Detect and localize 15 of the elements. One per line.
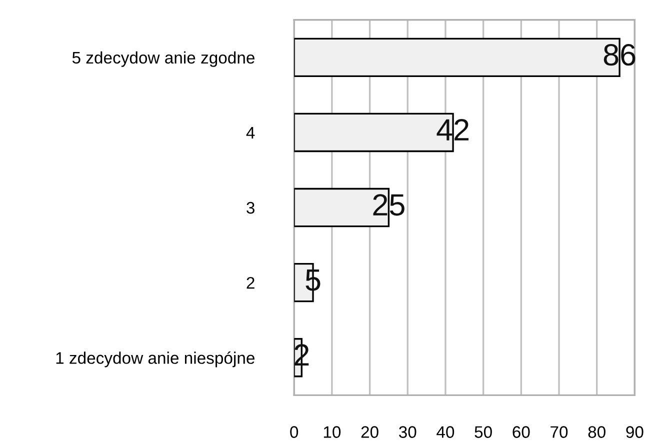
x-tick-label: 90	[626, 426, 644, 438]
x-tick-label: 70	[550, 426, 568, 438]
x-tick-label: 0	[290, 426, 298, 438]
y-tick-label: 1 zdecydow anie niespójne	[56, 351, 254, 368]
x-tick-label: 20	[361, 426, 378, 438]
x-tick-label: 60	[512, 426, 530, 438]
x-tick-label: 80	[588, 426, 606, 438]
y-tick-label: 5 zdecydow anie zgodne	[72, 51, 254, 67]
x-tick-label: 40	[436, 426, 454, 438]
x-tick-label: 10	[324, 426, 341, 438]
y-tick-label: 3	[246, 202, 254, 214]
x-tick-label: 30	[398, 426, 416, 438]
y-tick-label: 4	[246, 127, 255, 139]
x-tick-label: 50	[474, 426, 492, 438]
y-tick-label: 2	[246, 276, 254, 289]
